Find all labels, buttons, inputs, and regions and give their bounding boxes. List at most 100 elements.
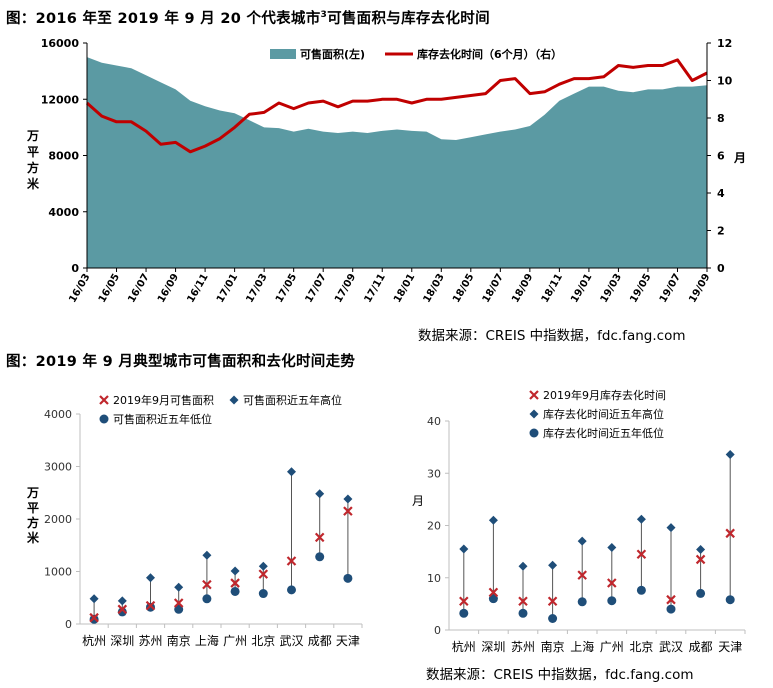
y-axis-label: 月 [412, 494, 424, 508]
legend-high-label: 库存去化时间近五年高位 [543, 407, 664, 421]
y-tick-label: 3000 [44, 461, 72, 474]
y-axis-label: 万 [26, 486, 39, 500]
right-y-tick-label: 8 [717, 112, 725, 125]
x-tick-label: 杭州 [82, 633, 106, 648]
current-marker [89, 612, 99, 623]
y-tick-label: 0 [434, 624, 441, 637]
y-tick-label: 1000 [44, 566, 72, 579]
high-marker [696, 545, 706, 555]
low-marker [287, 585, 296, 595]
low-marker [258, 589, 268, 599]
high-marker [146, 573, 155, 583]
x-tick-label: 深圳 [110, 634, 134, 648]
x-tick-label: 武汉 [279, 634, 303, 648]
x-tick-label: 上海 [195, 633, 219, 648]
current-marker [695, 554, 706, 565]
high-marker [577, 536, 587, 546]
bottom-figure-title: 图：2019 年 9 月典型城市可售面积和去化时间走势 [6, 354, 356, 370]
legend-current-label: 2019年9月库存去化时间 [543, 388, 666, 402]
low-marker [230, 586, 240, 596]
high-marker [174, 582, 184, 592]
low-marker [725, 595, 735, 605]
x-tick-label: 成都 [308, 634, 332, 648]
x-tick-label: 南京 [167, 633, 191, 648]
legend-low-label: 可售面积近五年低位 [113, 412, 212, 426]
x-tick-label: 北京 [629, 640, 653, 654]
low-marker [518, 608, 528, 618]
y-tick-label: 2000 [44, 513, 72, 526]
bottom-source-note: 数据来源：CREIS 中指数据，fdc.fang.com [426, 667, 694, 683]
high-marker [287, 467, 296, 477]
right-y-tick-label: 4 [717, 187, 725, 200]
current-marker [607, 578, 617, 588]
current-marker [725, 528, 735, 539]
legend-area-label: 可售面积(左) [300, 47, 365, 61]
high-marker [607, 542, 617, 552]
x-tick-label: 南京 [541, 639, 565, 654]
low-marker [607, 596, 617, 606]
high-marker [518, 561, 528, 571]
high-marker [117, 596, 127, 606]
high-marker [666, 523, 676, 533]
y-tick-label: 30 [427, 467, 441, 480]
right-y-axis-label: 月 [733, 151, 746, 165]
low-marker [202, 594, 212, 604]
high-marker [636, 514, 646, 524]
high-marker [89, 594, 99, 604]
low-marker [696, 588, 706, 598]
y-axis-label: 方 [27, 515, 39, 530]
low-marker [174, 604, 184, 614]
high-marker [725, 449, 735, 459]
legend-area-swatch [270, 49, 296, 59]
right-y-tick-label: 12 [717, 37, 732, 50]
low-marker [343, 573, 353, 583]
left-y-axis-label: 万 [26, 129, 39, 143]
current-marker [518, 596, 528, 607]
legend-low-marker [99, 414, 109, 424]
current-marker [577, 570, 587, 580]
x-tick-label: 广州 [600, 640, 624, 654]
x-tick-label: 天津 [718, 640, 742, 654]
low-marker [117, 607, 127, 617]
x-tick-label: 苏州 [138, 634, 162, 648]
left-y-tick-label: 12000 [41, 93, 80, 106]
high-marker [202, 550, 212, 560]
low-marker [488, 594, 498, 604]
absorption-time-line [86, 58, 708, 154]
left-y-tick-label: 4000 [48, 206, 79, 219]
left-y-tick-label: 16000 [41, 37, 80, 50]
low-marker [666, 604, 676, 614]
y-tick-label: 10 [427, 572, 441, 585]
legend-current-label: 2019年9月可售面积 [113, 393, 214, 407]
y-tick-label: 20 [427, 520, 441, 533]
low-marker [89, 614, 99, 624]
current-marker [117, 604, 128, 615]
legend-high-marker [529, 409, 539, 419]
right-y-tick-label: 10 [717, 75, 733, 88]
low-marker [315, 552, 325, 562]
x-tick-label: 北京 [251, 634, 275, 648]
legend-line-label: 库存去化时间（6个月）（右） [417, 47, 562, 61]
high-marker [258, 561, 268, 571]
y-tick-label: 0 [65, 618, 72, 631]
high-marker [459, 544, 469, 554]
high-marker [230, 566, 240, 576]
current-marker [343, 506, 353, 516]
current-marker [314, 532, 325, 543]
current-marker [459, 596, 469, 607]
x-tick-label: 武汉 [659, 640, 683, 654]
low-marker [636, 585, 646, 595]
left-y-tick-label: 0 [71, 262, 79, 275]
x-tick-label: 上海 [570, 639, 594, 654]
saleable-area-series [87, 57, 707, 268]
x-tick-label: 深圳 [481, 640, 505, 654]
legend-low-label: 库存去化时间近五年低位 [543, 426, 664, 440]
current-marker [230, 578, 240, 588]
left-y-axis-label: 方 [27, 160, 39, 175]
current-marker [666, 594, 676, 605]
current-marker [636, 549, 647, 560]
top-source-note: 数据来源：CREIS 中指数据，fdc.fang.com [418, 328, 686, 344]
top-figure-title: 图：2016 年至 2019 年 9 月 20 个代表城市3可售面积与库存去化时… [6, 10, 490, 27]
